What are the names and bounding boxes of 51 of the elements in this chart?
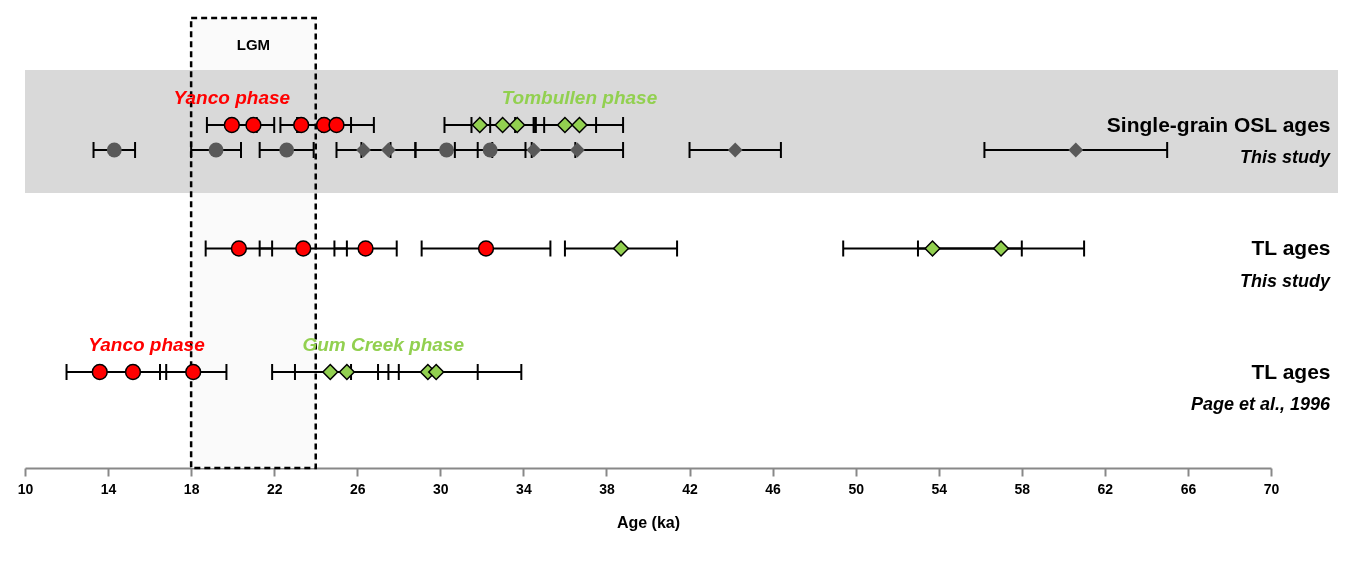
point [992,240,1010,257]
x-tick-label: 46 [765,480,782,497]
annotation: Page et al., 1996 [1190,394,1331,414]
point [471,116,488,134]
point [230,240,248,257]
point [477,240,495,257]
x-tick-label: 42 [682,480,699,497]
annotation: This study [1239,147,1331,167]
point [428,363,445,381]
annotation: This study [1239,270,1331,291]
point [315,116,333,134]
point [556,116,574,134]
y-tick-label: Single-grain OSL ages [1106,112,1331,136]
x-tick-label: 62 [1097,480,1114,497]
point [328,116,345,134]
point [322,363,339,381]
point [338,363,356,381]
y-tick-label: TL ages [1251,236,1331,259]
x-tick-label: 38 [599,480,615,497]
x-tick-label: 18 [183,480,200,497]
point [185,363,202,381]
x-tick-label: 70 [1263,480,1280,497]
x-tick-label: 22 [266,480,283,497]
x-tick-label: 30 [433,480,449,497]
x-tick-label: 58 [1014,480,1031,497]
x-tick-label: 66 [1180,480,1197,497]
annotation: Yanco phase [173,87,291,108]
annotation: Yanco phase [88,334,206,355]
annotation: Gum Creek phase [302,334,465,355]
y-tick-label: TL ages [1251,359,1331,383]
point [509,116,526,134]
point [924,240,941,257]
point [357,240,374,257]
x-tick-label: 14 [100,480,117,497]
point [293,116,310,134]
x-axis-title: Age (ka) [616,513,681,531]
x-tick-label: 10 [17,480,34,497]
x-tick-label: 54 [931,480,948,497]
point [494,116,511,134]
point [91,363,108,381]
point [124,363,142,381]
point [245,116,262,134]
point [571,116,588,134]
point [612,240,630,257]
point [223,116,240,134]
band-label: LGM [236,36,271,53]
x-tick-label: 26 [349,480,366,497]
x-tick-label: 50 [848,480,865,497]
annotation: Tombullen phase [501,87,658,108]
x-tick-label: 34 [516,480,532,497]
point [295,240,312,257]
